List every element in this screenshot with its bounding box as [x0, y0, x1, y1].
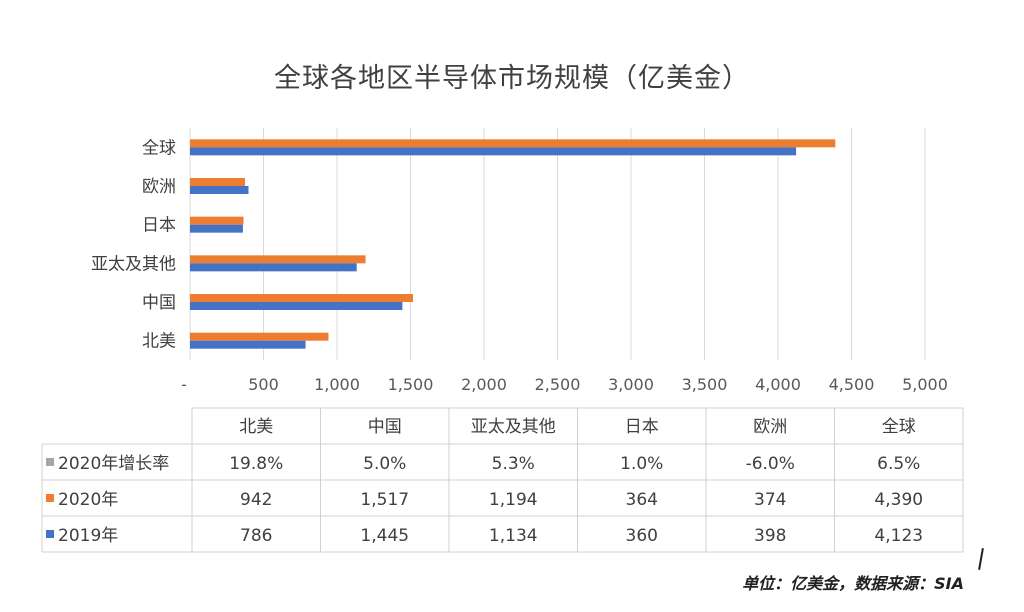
bar-2020 [190, 255, 366, 264]
table-value-cell: 398 [754, 526, 786, 546]
bar-2019 [190, 147, 797, 156]
y-category-label: 欧洲 [142, 177, 176, 197]
table-value-cell: 942 [240, 490, 272, 510]
legend-key [46, 530, 54, 538]
legend-key [46, 458, 54, 466]
bar-2019 [190, 302, 403, 310]
x-tick-label: 3,000 [608, 375, 654, 394]
chart-title: 全球各地区半导体市场规模（亿美金） [274, 63, 750, 94]
bar-2020 [190, 139, 836, 148]
y-category-label: 全球 [142, 138, 176, 158]
y-category-label: 中国 [142, 293, 176, 313]
x-tick-label: 500 [248, 375, 279, 394]
source-note: 单位：亿美金，数据来源：SIA [742, 574, 964, 593]
table-header-cell: 中国 [368, 417, 402, 437]
table-value-cell: 1,517 [360, 490, 409, 510]
table-header-cell: 日本 [625, 417, 659, 437]
x-tick-label: 1,000 [314, 375, 360, 394]
table-value-cell: -6.0% [746, 454, 795, 474]
x-tick-label: - [181, 375, 187, 394]
bar-2020 [190, 216, 244, 225]
bar-2019 [190, 263, 357, 272]
table-row-label: 2020年 [58, 490, 118, 510]
table-row-label: 2019年 [58, 526, 118, 546]
table-value-cell: 1.0% [620, 454, 663, 474]
table-value-cell: 19.8% [229, 454, 283, 474]
x-tick-label: 4,500 [829, 375, 875, 394]
bar-2020 [190, 332, 329, 341]
table-header-cell: 全球 [882, 417, 916, 437]
bar-2020 [190, 178, 245, 186]
table-value-cell: 374 [754, 490, 786, 510]
table-row-label: 2020年增长率 [58, 454, 169, 474]
bar-2019 [190, 186, 249, 194]
y-category-label: 日本 [142, 216, 176, 236]
table-value-cell: 4,123 [874, 526, 923, 546]
x-tick-label: 2,000 [461, 375, 507, 394]
table-value-cell: 786 [240, 526, 272, 546]
x-tick-label: 2,500 [535, 375, 581, 394]
table-value-cell: 4,390 [874, 490, 923, 510]
y-category-label: 北美 [142, 332, 176, 352]
table-value-cell: 1,134 [489, 526, 538, 546]
table-value-cell: 5.3% [492, 454, 535, 474]
table-header-cell: 欧洲 [753, 417, 787, 437]
table-value-cell: 1,445 [360, 526, 409, 546]
x-tick-label: 4,000 [755, 375, 801, 394]
table-value-cell: 1,194 [489, 490, 538, 510]
x-tick-label: 5,000 [902, 375, 948, 394]
table-header-cell: 亚太及其他 [471, 417, 556, 437]
table-value-cell: 5.0% [363, 454, 406, 474]
x-tick-label: 3,500 [682, 375, 728, 394]
x-tick-label: 1,500 [388, 375, 434, 394]
y-category-label: 亚太及其他 [91, 254, 176, 274]
table-value-cell: 6.5% [877, 454, 920, 474]
table-header-cell: 北美 [239, 417, 273, 437]
table-value-cell: 364 [626, 490, 658, 510]
bar-2020 [190, 294, 413, 302]
bar-2019 [190, 340, 306, 349]
legend-key [46, 494, 54, 502]
bar-2019 [190, 224, 243, 233]
table-value-cell: 360 [626, 526, 658, 546]
